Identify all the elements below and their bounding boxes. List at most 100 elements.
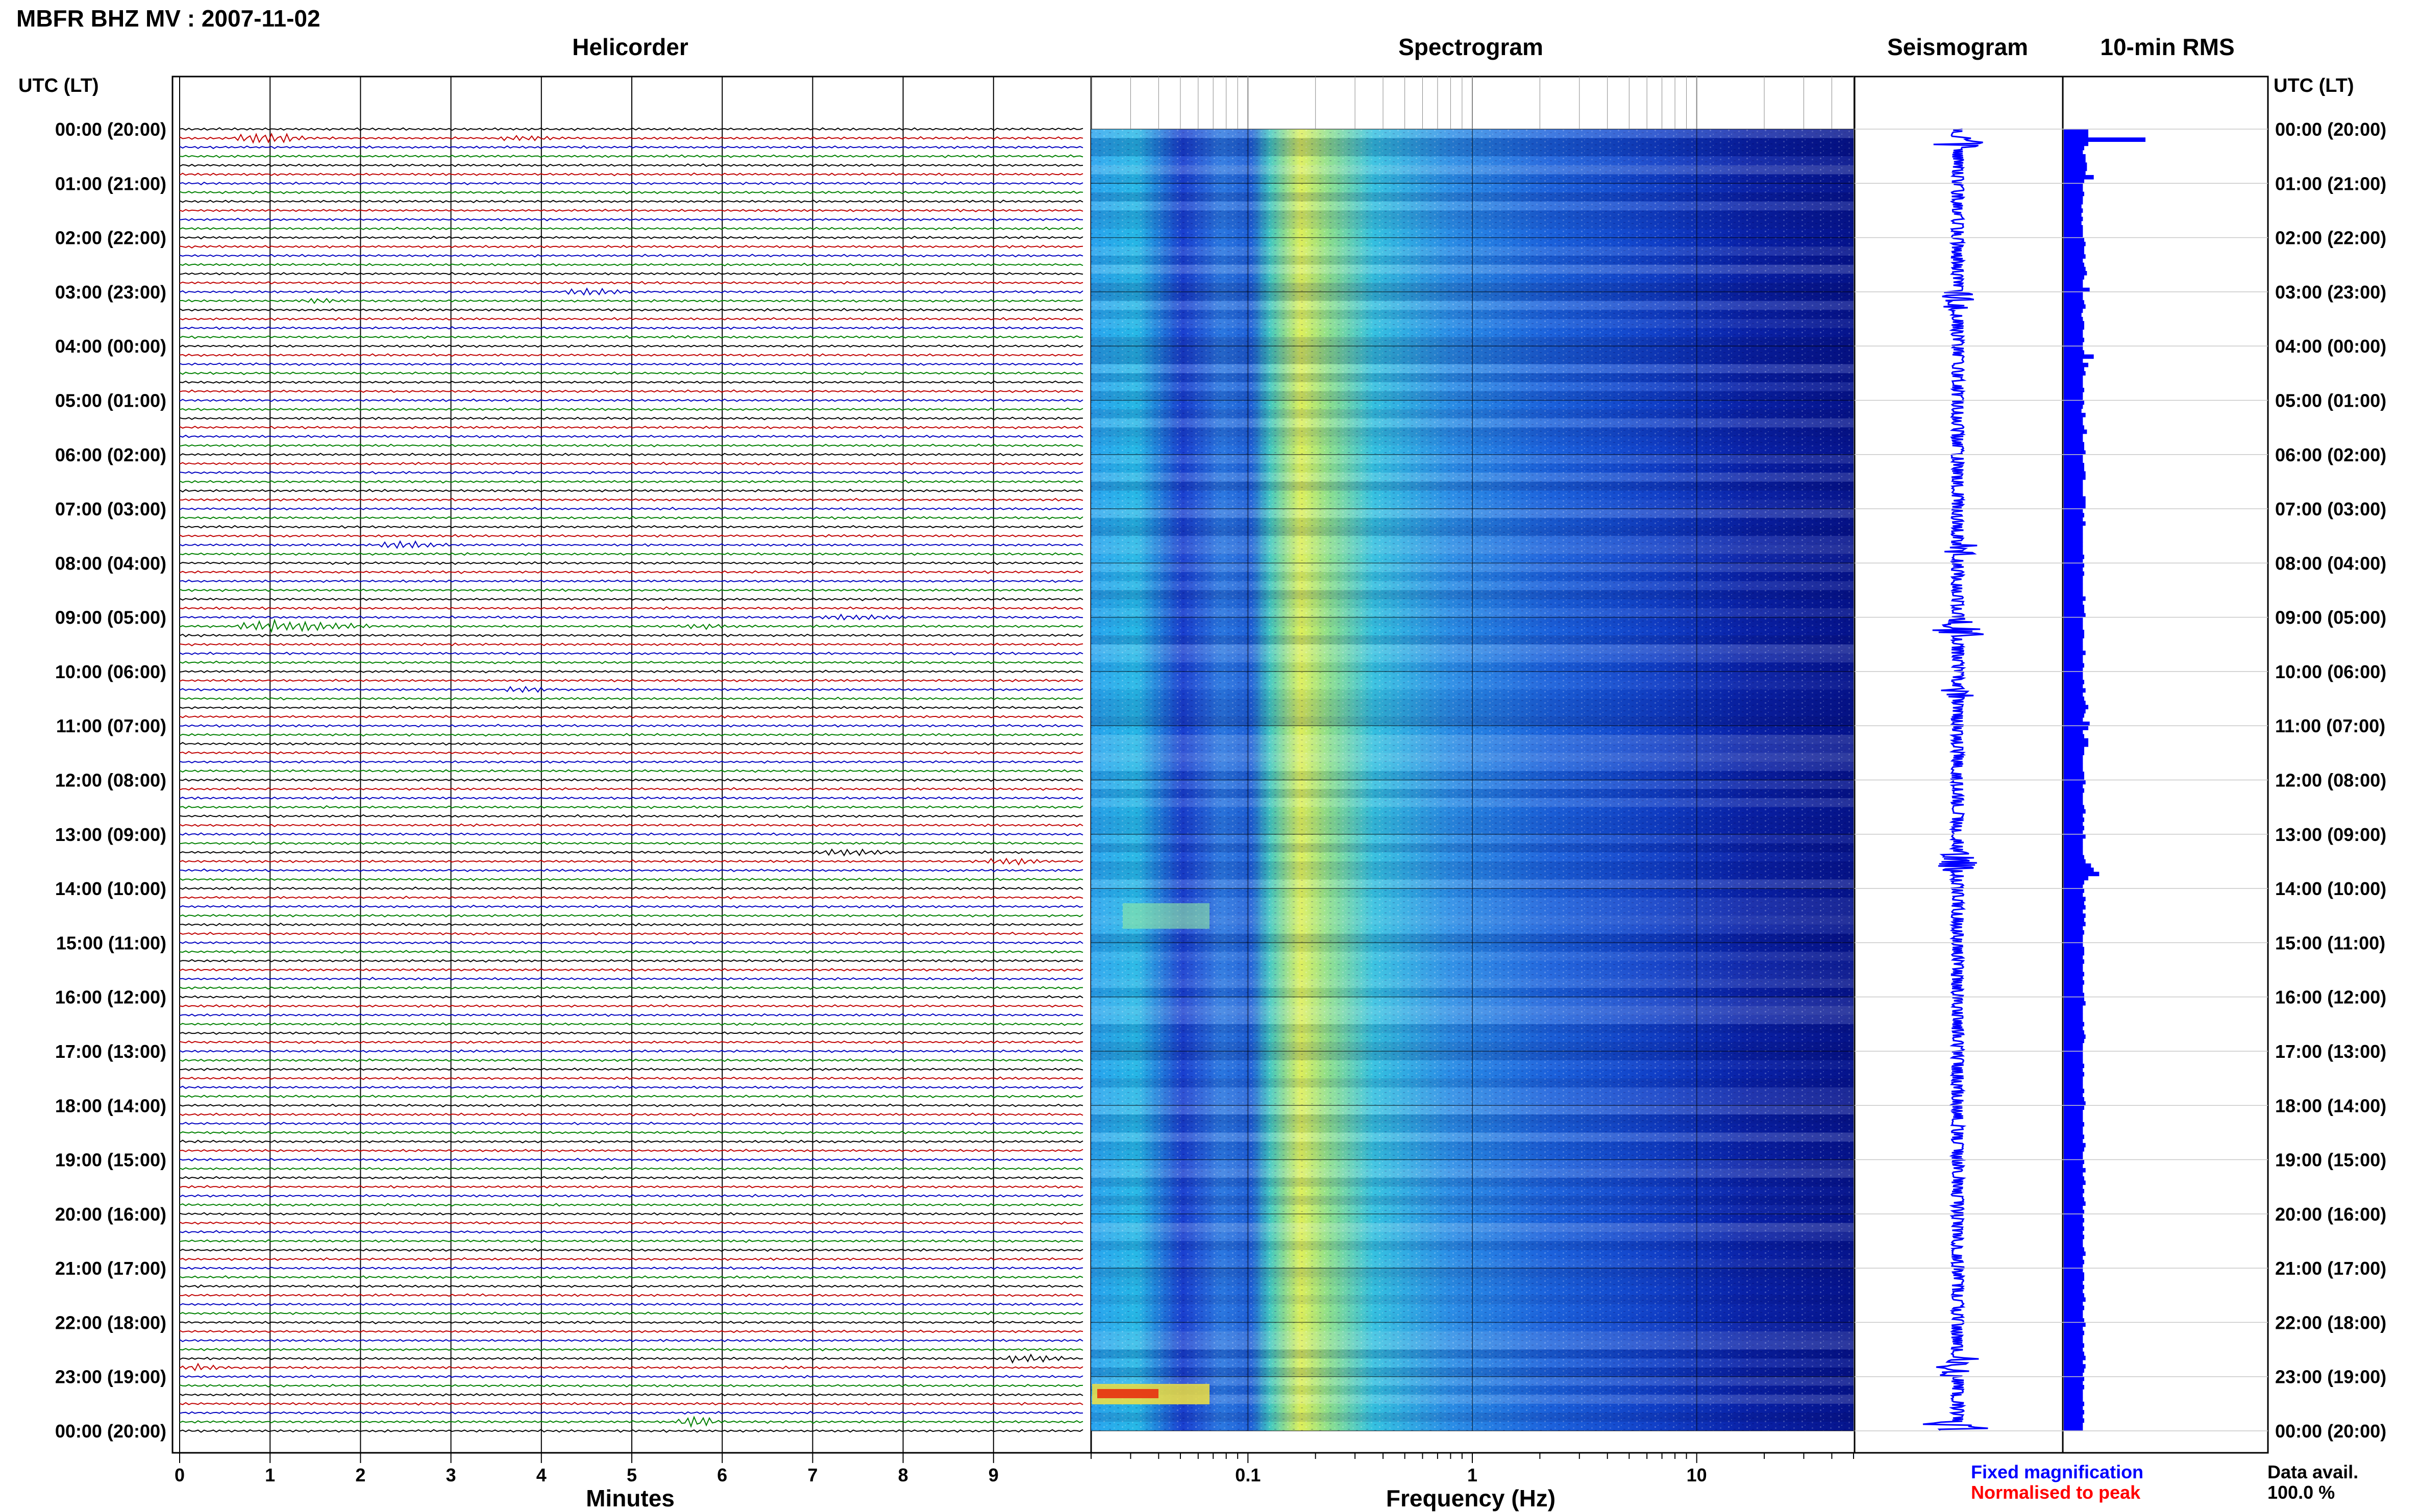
helicorder-trace-line <box>179 651 1083 656</box>
rms-bar <box>2064 1213 2083 1219</box>
rms-bar <box>2064 1372 2083 1377</box>
rms-bar <box>2064 1230 2083 1235</box>
rms-bar <box>2064 688 2086 693</box>
helicorder-trace-line <box>179 633 1083 638</box>
helicorder-trace-line <box>179 1221 1083 1225</box>
hour-label-left: 15:00 (11:00) <box>56 932 166 953</box>
frequency-ticks: 0.1 1 10 <box>1091 1453 1854 1485</box>
rms-bar <box>2064 1301 2083 1306</box>
rms-bar <box>2064 1118 2083 1123</box>
hour-label-right: 02:00 (22:00) <box>2275 228 2386 249</box>
helicorder-trace-line <box>179 1362 1083 1372</box>
rms-bar <box>2064 859 2086 864</box>
minute-ticks: 0 1 2 3 4 5 6 7 8 9 <box>175 1453 999 1485</box>
rms-bar <box>2064 250 2084 255</box>
rms-bar <box>2064 976 2083 981</box>
hour-labels-left: 00:00 (20:00) 01:00 (21:00) 02:00 (22:00) 0… <box>55 119 2268 1442</box>
helicorder-trace-line <box>179 326 1083 330</box>
helicorder-trace-line <box>179 145 1083 150</box>
rms-bar <box>2064 1259 2084 1265</box>
helicorder-trace-line <box>179 480 1083 484</box>
rms-bar <box>2064 483 2083 488</box>
helicorder-trace-line <box>179 154 1083 159</box>
rms-bar <box>2064 751 2084 755</box>
rms-bar <box>2064 988 2083 993</box>
rms-bar <box>2064 980 2084 985</box>
minute-tick-label: 0 <box>175 1465 185 1485</box>
helicorder-trace-line <box>179 778 1083 782</box>
rms-bar <box>2064 129 2088 134</box>
rms-bar <box>2064 730 2083 735</box>
rms-bar <box>2064 1314 2083 1319</box>
rms-bar <box>2064 1084 2083 1089</box>
hour-label-left: 08:00 (04:00) <box>55 553 166 574</box>
rms-bar <box>2064 1284 2084 1290</box>
helicorder-trace-line <box>179 760 1083 764</box>
rms-bars <box>2064 129 2145 1431</box>
rms-bar <box>2064 1289 2083 1294</box>
helicorder-trace-line <box>179 1130 1083 1135</box>
helicorder-trace-line <box>179 443 1083 448</box>
rms-bar <box>2064 262 2084 267</box>
rms-bar <box>2064 241 2086 246</box>
helicorder-trace-line <box>179 769 1083 773</box>
helicorder-trace-line <box>179 1004 1083 1008</box>
rms-bar <box>2064 1218 2084 1223</box>
hour-label-left: 03:00 (23:00) <box>55 282 166 303</box>
helicorder-trace-line <box>179 697 1083 701</box>
rms-bar <box>2064 450 2086 455</box>
rms-bar <box>2064 404 2083 409</box>
rms-bar <box>2064 346 2083 351</box>
hour-label-left: 05:00 (01:00) <box>55 390 166 411</box>
rms-bar <box>2064 1168 2086 1173</box>
helicorder-trace-line <box>179 1320 1083 1325</box>
rms-bar <box>2064 471 2086 476</box>
rms-bar <box>2064 909 2083 914</box>
rms-bar <box>2064 233 2083 238</box>
helicorder-trace-line <box>179 362 1083 366</box>
rms-bar <box>2064 634 2084 639</box>
rms-bar <box>2064 738 2088 743</box>
page-title: MBFR BHZ MV : 2007-11-02 <box>16 5 320 32</box>
rms-bar <box>2064 701 2086 705</box>
helicorder-trace-line <box>179 200 1083 204</box>
helicorder-trace-line <box>179 1176 1083 1180</box>
helicorder-trace-line <box>179 724 1083 728</box>
rms-bar <box>2064 1255 2083 1260</box>
helicorder-trace-line <box>179 995 1083 999</box>
helicorder-trace-line <box>179 923 1083 927</box>
spectrogram-title: Spectrogram <box>1398 34 1543 60</box>
rms-bar <box>2064 1109 2083 1114</box>
hour-label-left: 10:00 (06:00) <box>55 661 166 682</box>
rms-bar <box>2064 1088 2084 1094</box>
rms-bar <box>2064 838 2083 843</box>
rms-bar <box>2064 387 2084 392</box>
helicorder-trace-line <box>179 181 1083 186</box>
rms-bar <box>2064 1305 2084 1310</box>
rms-bar <box>2064 296 2083 301</box>
helicorder-trace-line <box>179 597 1083 602</box>
helicorder-trace-line <box>179 913 1083 918</box>
helicorder-trace-line <box>180 1293 1083 1297</box>
rms-bar <box>2064 1080 2083 1085</box>
rms-bar <box>2064 492 2083 497</box>
rms-bar <box>2064 763 2083 768</box>
rms-bar <box>2064 734 2084 739</box>
rms-bar <box>2064 208 2083 213</box>
rms-bar <box>2064 817 2084 822</box>
rms-bar <box>2064 1163 2083 1169</box>
rms-bar <box>2064 767 2083 772</box>
helicorder-trace-line <box>179 416 1083 420</box>
rms-bar <box>2064 479 2083 484</box>
helicorder-trace-line <box>179 896 1083 900</box>
helicorder-trace-line <box>179 208 1083 213</box>
helicorder-trace-line <box>179 832 1083 836</box>
helicorder-trace-line <box>179 271 1083 276</box>
rms-bar <box>2064 609 2084 613</box>
rms-bar <box>2064 1105 2084 1110</box>
helicorder-trace-line <box>179 1383 1083 1388</box>
helicorder-trace-line <box>179 235 1083 240</box>
rms-bar <box>2064 1364 2086 1369</box>
hour-label-left: 12:00 (08:00) <box>55 770 166 791</box>
helicorder-trace-line <box>179 579 1083 583</box>
